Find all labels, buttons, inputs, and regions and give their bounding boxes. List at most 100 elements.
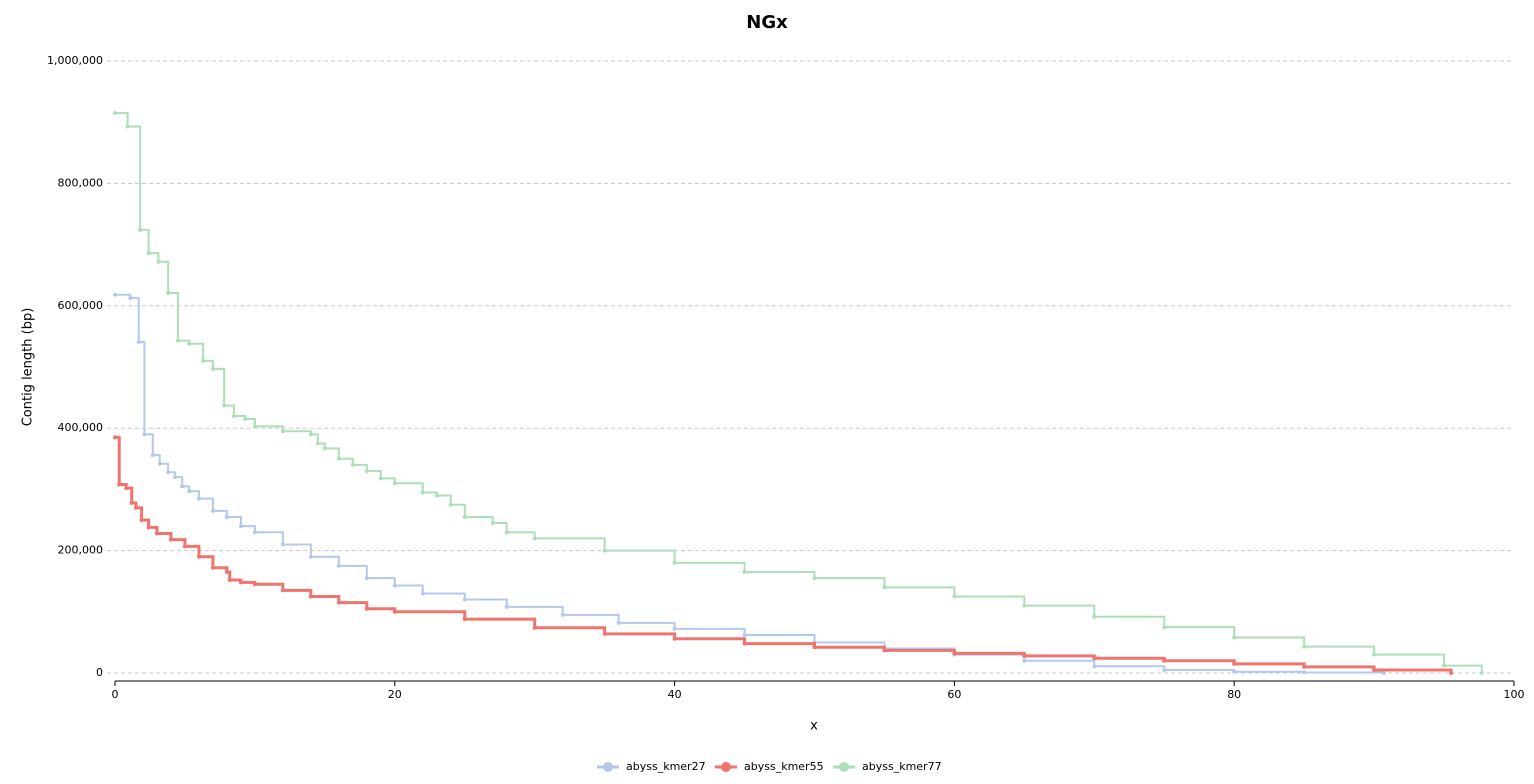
point bbox=[157, 461, 162, 466]
point bbox=[138, 227, 143, 232]
point bbox=[420, 490, 425, 495]
point bbox=[602, 548, 607, 553]
point bbox=[210, 565, 215, 570]
y-tick-label: 0 bbox=[96, 666, 103, 679]
point bbox=[504, 604, 509, 609]
point bbox=[742, 633, 747, 638]
step-line bbox=[115, 435, 1453, 673]
point bbox=[532, 625, 537, 630]
x-axis-label: x bbox=[810, 719, 818, 734]
point bbox=[560, 612, 565, 617]
point bbox=[1022, 658, 1027, 663]
y-tick-label: 200,000 bbox=[58, 544, 104, 557]
point bbox=[128, 295, 133, 300]
point bbox=[280, 429, 285, 434]
point bbox=[392, 583, 397, 588]
point bbox=[308, 554, 313, 559]
point bbox=[1302, 670, 1307, 675]
point bbox=[1302, 664, 1307, 669]
point bbox=[129, 500, 134, 505]
point bbox=[280, 542, 285, 547]
point bbox=[168, 537, 173, 542]
legend-label: abyss_kmer27 bbox=[626, 760, 706, 773]
y-tick-label: 1,000,000 bbox=[47, 54, 103, 67]
chart-title: NGx bbox=[746, 12, 788, 33]
point bbox=[224, 514, 229, 519]
point bbox=[210, 508, 215, 513]
point bbox=[124, 486, 129, 491]
point bbox=[742, 641, 747, 646]
point bbox=[210, 366, 215, 371]
legend-dot bbox=[721, 762, 731, 772]
point bbox=[1381, 671, 1386, 675]
point bbox=[252, 582, 257, 587]
x-tick-label: 60 bbox=[947, 688, 961, 701]
point bbox=[462, 514, 467, 519]
point bbox=[1372, 652, 1377, 657]
point bbox=[490, 521, 495, 526]
point bbox=[139, 518, 144, 522]
point bbox=[315, 441, 320, 446]
point bbox=[364, 576, 369, 581]
point bbox=[1022, 603, 1027, 608]
point bbox=[222, 403, 227, 408]
point bbox=[952, 651, 957, 656]
point bbox=[672, 626, 677, 631]
y-axis-label: Contig length (bp) bbox=[21, 308, 36, 427]
point bbox=[462, 597, 467, 602]
point bbox=[1092, 656, 1097, 661]
point bbox=[142, 432, 147, 437]
point bbox=[1092, 664, 1097, 669]
point bbox=[1232, 661, 1237, 666]
step-line bbox=[115, 112, 1483, 673]
y-tick-label: 600,000 bbox=[58, 299, 104, 312]
point bbox=[280, 588, 285, 593]
point bbox=[1479, 671, 1484, 675]
point bbox=[532, 536, 537, 541]
point bbox=[392, 481, 397, 486]
point bbox=[672, 560, 677, 565]
point bbox=[812, 576, 817, 581]
point bbox=[392, 609, 397, 614]
point bbox=[238, 580, 243, 585]
point bbox=[322, 446, 327, 451]
point bbox=[146, 251, 151, 256]
point bbox=[154, 531, 159, 536]
x-tick-label: 20 bbox=[388, 688, 402, 701]
point bbox=[1449, 671, 1454, 675]
point bbox=[1442, 663, 1447, 668]
step-line bbox=[115, 293, 1385, 674]
point bbox=[434, 493, 439, 498]
point bbox=[336, 563, 341, 568]
point bbox=[616, 620, 621, 625]
point bbox=[166, 290, 171, 295]
point bbox=[672, 636, 677, 641]
point bbox=[882, 585, 887, 590]
point bbox=[448, 502, 453, 507]
point bbox=[420, 591, 425, 596]
point bbox=[336, 600, 341, 605]
legend-label: abyss_kmer77 bbox=[862, 760, 942, 773]
point bbox=[187, 341, 192, 346]
point bbox=[117, 482, 122, 487]
point bbox=[243, 417, 248, 422]
point bbox=[350, 462, 355, 467]
point bbox=[173, 475, 178, 480]
point bbox=[1162, 658, 1167, 663]
x-tick-label: 40 bbox=[668, 688, 682, 701]
legend-dot bbox=[839, 762, 849, 772]
point bbox=[378, 476, 383, 481]
point bbox=[180, 484, 185, 489]
point bbox=[166, 470, 171, 475]
point bbox=[952, 594, 957, 599]
point bbox=[1022, 653, 1027, 658]
point bbox=[364, 606, 369, 611]
point bbox=[146, 525, 151, 530]
point bbox=[133, 505, 138, 510]
point bbox=[1302, 644, 1307, 649]
y-tick-label: 400,000 bbox=[58, 421, 104, 434]
x-tick-label: 100 bbox=[1504, 688, 1525, 701]
point bbox=[187, 489, 192, 494]
point bbox=[308, 594, 313, 599]
point bbox=[462, 617, 467, 622]
